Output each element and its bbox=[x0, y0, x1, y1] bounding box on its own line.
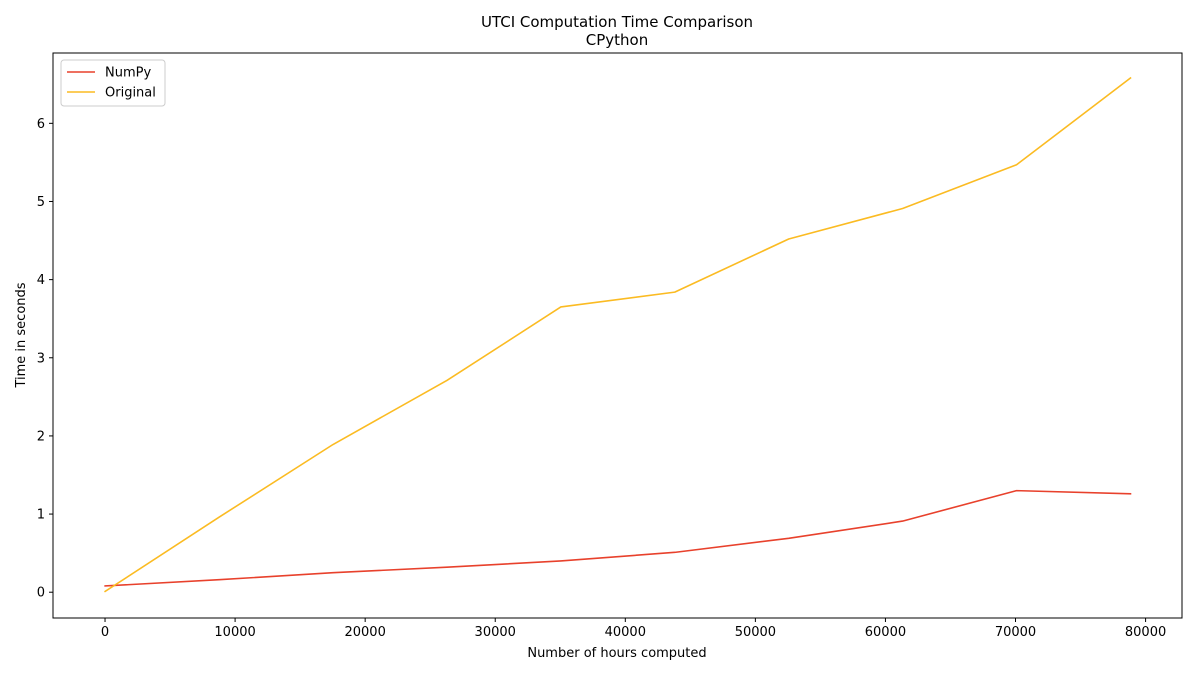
chart-subtitle: CPython bbox=[586, 31, 648, 49]
x-tick-label: 20000 bbox=[344, 625, 385, 640]
y-tick-label: 1 bbox=[37, 508, 45, 523]
x-tick-label: 0 bbox=[101, 625, 109, 640]
x-tick-label: 70000 bbox=[995, 625, 1036, 640]
series-line-numpy bbox=[104, 489, 1132, 587]
y-axis-label: Time in seconds bbox=[14, 282, 29, 388]
y-tick-label: 6 bbox=[37, 117, 45, 132]
x-axis-label: Number of hours computed bbox=[527, 646, 706, 661]
series-line-original bbox=[104, 76, 1132, 593]
x-tick-label: 60000 bbox=[865, 625, 906, 640]
x-tick-label: 50000 bbox=[735, 625, 776, 640]
series-layer bbox=[104, 76, 1132, 593]
y-tick-label: 3 bbox=[37, 351, 45, 366]
chart-title: UTCI Computation Time Comparison bbox=[481, 13, 753, 31]
y-tick-label: 5 bbox=[37, 195, 45, 210]
plot-frame bbox=[52, 52, 1183, 619]
legend: NumPy Original bbox=[60, 59, 166, 107]
x-tick-label: 40000 bbox=[605, 625, 646, 640]
y-tick-label: 0 bbox=[37, 586, 45, 601]
y-tick-label: 4 bbox=[37, 273, 45, 288]
y-axis: 0 1 2 3 4 5 6 bbox=[37, 117, 53, 601]
x-tick-label: 10000 bbox=[214, 625, 255, 640]
x-axis: 0 10000 20000 30000 40000 50000 60000 70000 8000… bbox=[101, 618, 1166, 640]
x-tick-label: 30000 bbox=[475, 625, 516, 640]
legend-label-numpy: NumPy bbox=[105, 66, 151, 81]
y-tick-label: 2 bbox=[37, 429, 45, 444]
legend-label-original: Original bbox=[105, 86, 156, 101]
x-tick-label: 80000 bbox=[1125, 625, 1166, 640]
